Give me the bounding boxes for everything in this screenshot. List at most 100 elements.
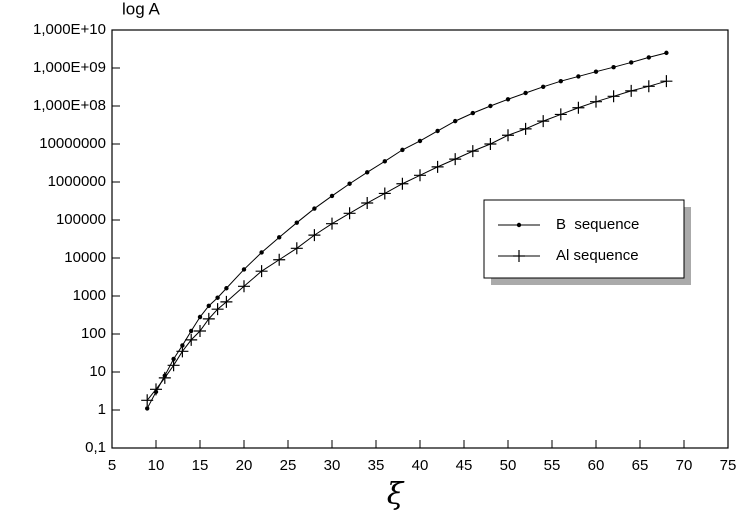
point: [541, 84, 546, 90]
point: [343, 207, 356, 220]
x-tick-label: 5: [108, 457, 116, 474]
point: [273, 253, 286, 266]
x-tick-label: 30: [324, 457, 341, 474]
x-tick-label: 65: [632, 457, 649, 474]
point: [660, 75, 673, 88]
point: [277, 235, 282, 240]
y-tick-label: 10: [89, 363, 106, 380]
y-tick-label: 1,000E+08: [33, 97, 106, 114]
x-tick-label: 50: [500, 457, 517, 474]
point: [167, 359, 180, 372]
point: [145, 406, 150, 411]
point: [537, 115, 550, 128]
point: [646, 55, 651, 60]
point: [255, 265, 268, 278]
legend-label: Al sequence: [556, 247, 639, 264]
point: [558, 78, 563, 84]
point: [211, 303, 224, 316]
point: [505, 97, 511, 102]
point: [194, 324, 206, 337]
y-tick-label: 10000000: [39, 135, 106, 152]
point: [220, 295, 233, 308]
y-tick-label: 1000000: [48, 173, 106, 190]
point: [215, 295, 220, 300]
point: [664, 50, 669, 56]
point: [590, 95, 602, 108]
point: [365, 170, 370, 175]
point: [523, 90, 528, 96]
point: [308, 229, 321, 242]
y-tick-label: 1000: [73, 287, 106, 304]
y-tick-label: 100: [81, 325, 106, 342]
legend-marker: [516, 222, 522, 228]
point: [488, 103, 493, 109]
legend: [483, 199, 685, 279]
point: [629, 60, 634, 65]
x-tick-label: 35: [368, 457, 385, 474]
point: [329, 193, 335, 199]
point: [625, 84, 638, 97]
point: [642, 80, 655, 93]
point: [572, 101, 585, 114]
point: [206, 303, 211, 309]
legend-marker: [513, 250, 525, 262]
point: [347, 181, 352, 186]
point: [158, 371, 171, 384]
y-tick-label: 0,1: [85, 439, 106, 456]
point: [431, 160, 444, 173]
point: [259, 250, 264, 255]
point: [378, 187, 391, 200]
x-tick-label: 20: [236, 457, 253, 474]
point: [176, 345, 189, 358]
x-tick-label: 15: [192, 457, 209, 474]
point: [466, 145, 479, 158]
point: [576, 74, 581, 79]
point: [241, 267, 247, 272]
point: [435, 128, 440, 134]
point: [417, 138, 423, 144]
x-tick-label: 75: [720, 457, 737, 474]
point: [238, 280, 250, 293]
point: [554, 108, 567, 121]
point: [382, 159, 387, 164]
point: [326, 217, 338, 230]
point: [185, 333, 198, 346]
point: [502, 129, 514, 142]
x-tick-label: 25: [280, 457, 297, 474]
x-tick-label: 10: [148, 457, 165, 474]
y-tick-label: 100000: [56, 211, 106, 228]
y-tick-label: 1,000E+09: [33, 59, 106, 76]
y-tick-label: 1,000E+10: [33, 21, 106, 38]
point: [470, 110, 475, 116]
x-tick-label: 70: [676, 457, 693, 474]
y-axis-label: log A: [122, 0, 160, 18]
point: [400, 147, 405, 153]
x-tick-label: 40: [412, 457, 429, 474]
y-tick-label: 1: [98, 401, 106, 418]
point: [593, 69, 599, 74]
point: [294, 220, 299, 225]
point: [141, 394, 154, 407]
x-tick-label: 55: [544, 457, 561, 474]
point: [312, 206, 317, 211]
point: [484, 138, 497, 150]
x-axis-label: ξ: [387, 477, 405, 512]
point: [171, 356, 176, 362]
point: [202, 312, 215, 325]
point: [224, 286, 229, 291]
point: [396, 177, 409, 190]
point: [150, 383, 162, 396]
point: [519, 122, 532, 135]
point: [189, 328, 194, 334]
point: [361, 197, 374, 210]
point: [607, 90, 620, 103]
point: [414, 169, 426, 182]
x-tick-label: 45: [456, 457, 473, 474]
point: [611, 64, 616, 70]
y-tick-label: 10000: [64, 249, 106, 266]
x-tick-label: 60: [588, 457, 605, 474]
point: [449, 153, 462, 166]
point: [453, 118, 458, 124]
point: [197, 314, 203, 320]
